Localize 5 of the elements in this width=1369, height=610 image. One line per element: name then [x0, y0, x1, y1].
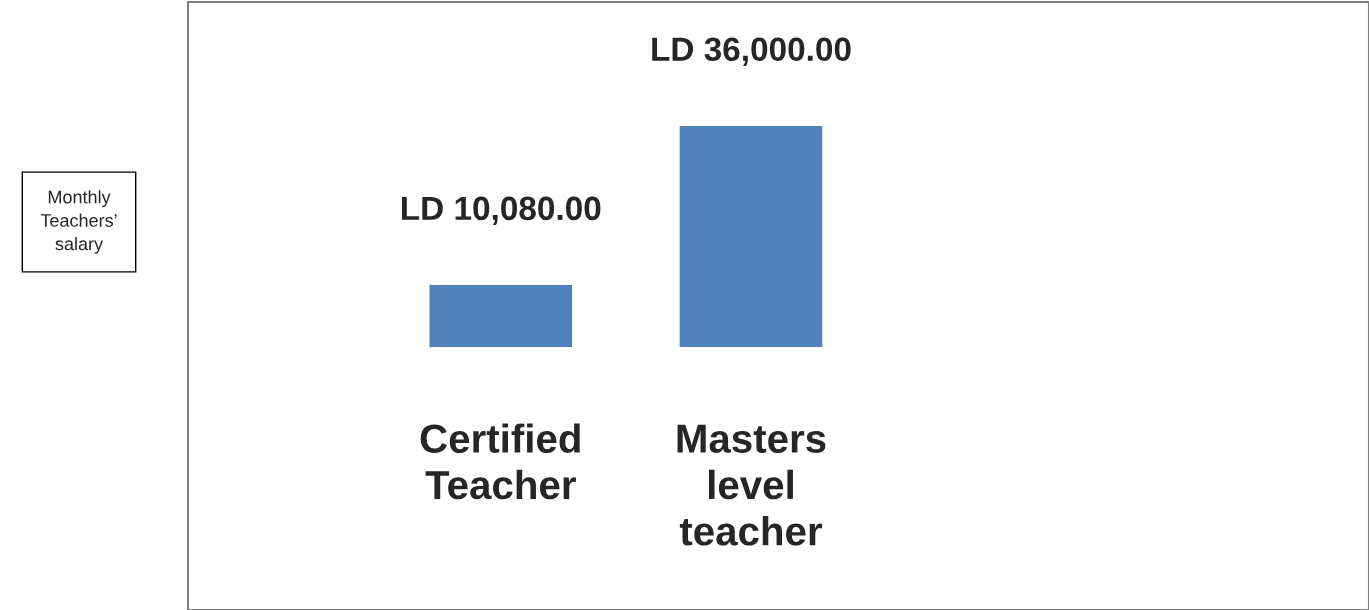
data-label: LD 10,080.00 — [402, 196, 601, 226]
data-label: LD 36,000.00 — [652, 37, 851, 66]
x-tick-label: Masters level teacher — [677, 424, 826, 546]
x-tick-label: Certified Teacher — [420, 423, 580, 500]
text: Monthly Teachers’ salary — [40, 190, 117, 254]
